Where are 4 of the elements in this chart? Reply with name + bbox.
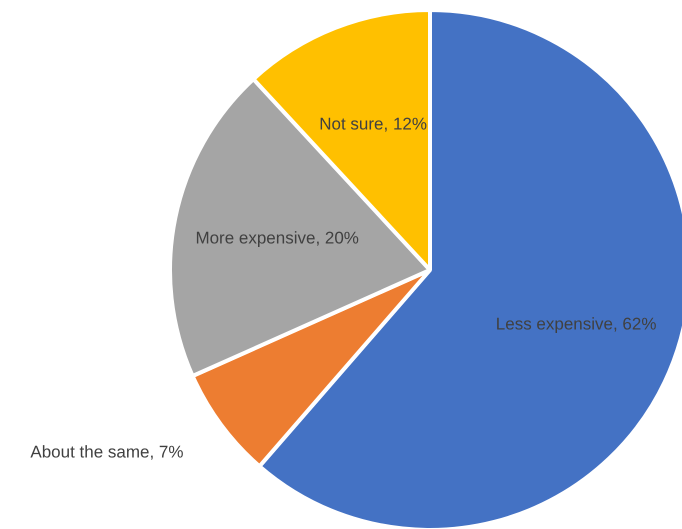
slice-label: Not sure, 12% xyxy=(319,114,427,134)
slice-label: More expensive, 20% xyxy=(195,228,359,248)
slice-label: About the same, 7% xyxy=(30,442,184,462)
slice-label: Less expensive, 62% xyxy=(496,314,656,334)
